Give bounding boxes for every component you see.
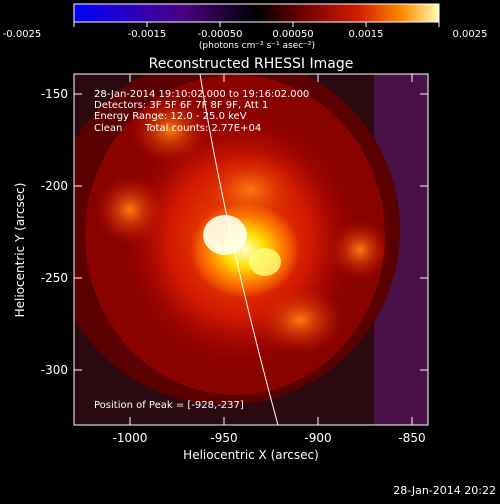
colorbar-units: (photons cm⁻² s⁻¹ asec⁻²)	[199, 41, 315, 51]
x-tick-label: -850	[398, 431, 425, 445]
y-axis-ticks	[74, 93, 428, 371]
rhessi-image	[74, 74, 428, 425]
colorbar-tick-label: 0.0015	[349, 29, 384, 40]
x-tick-label: -900	[304, 431, 331, 445]
x-axis-label: Heliocentric X (arcsec)	[183, 448, 319, 462]
plot-timestamp: 28-Jan-2014 20:22	[393, 484, 496, 497]
solar-limb-line	[199, 74, 279, 425]
colorbar-tick-label: -0.0015	[128, 29, 167, 40]
y-tick-label: -300	[41, 363, 68, 377]
plot-frame	[73, 73, 429, 426]
plot-title: Reconstructed RHESSI Image	[149, 56, 354, 72]
colorbar	[73, 3, 440, 23]
x-tick-label: -950	[210, 431, 237, 445]
y-tick-label: -200	[41, 179, 68, 193]
detectors: Detectors: 3F 5F 6F 7F 8F 9F, Att 1	[94, 100, 268, 111]
colorbar-ticks	[73, 22, 440, 27]
colorbar-tick-label: -0.0025	[3, 29, 42, 40]
y-tick-label: -250	[41, 271, 68, 285]
peak-position: Position of Peak = [-928,-237]	[94, 400, 244, 411]
colorbar-tick-label: -0.00050	[198, 29, 243, 40]
total-counts: Total counts: 2.77E+04	[144, 123, 261, 134]
colorbar-tick-label: 0.00050	[272, 29, 313, 40]
algorithm: Clean	[94, 123, 122, 134]
y-tick-label: -150	[41, 87, 68, 101]
x-axis-ticks	[129, 74, 413, 425]
energy-range: Energy Range: 12.0 - 25.0 keV	[94, 111, 247, 122]
time-range: 28-Jan-2014 19:10:02.000 to 19:16:02.000	[94, 89, 309, 100]
y-axis-label: Heliocentric Y (arcsec)	[13, 183, 27, 318]
colorbar-tick-label: 0.0025	[453, 29, 488, 40]
x-tick-label: -1000	[113, 431, 148, 445]
